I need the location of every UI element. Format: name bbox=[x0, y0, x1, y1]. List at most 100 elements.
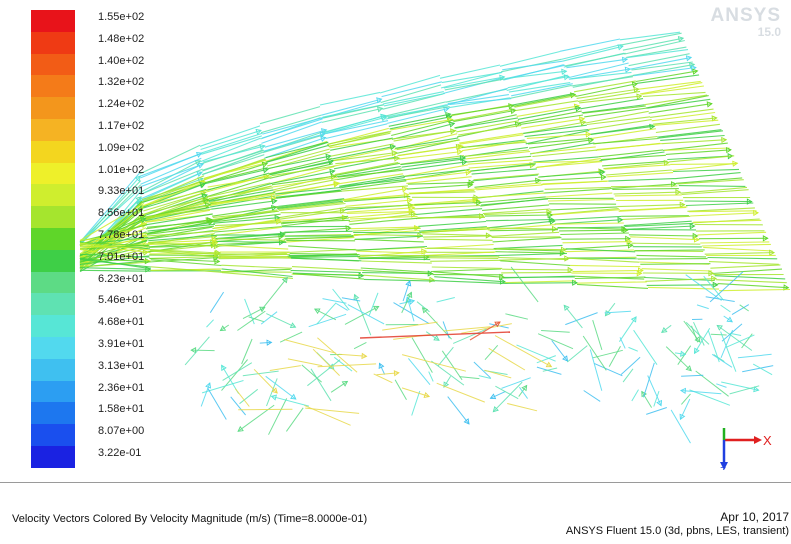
velocity-vector bbox=[679, 186, 746, 187]
velocity-vector bbox=[486, 220, 554, 221]
x-axis-label: X bbox=[763, 433, 772, 448]
velocity-vector bbox=[444, 77, 505, 88]
velocity-vector bbox=[415, 209, 482, 215]
velocity-vector bbox=[548, 200, 615, 202]
velocity-vector bbox=[614, 192, 681, 194]
velocity-vector bbox=[219, 245, 288, 249]
legend-swatch bbox=[31, 141, 75, 163]
velocity-vector bbox=[719, 290, 790, 291]
velocity-vector bbox=[288, 359, 322, 366]
velocity-vector bbox=[642, 269, 712, 271]
velocity-vector bbox=[532, 150, 597, 156]
velocity-vector bbox=[280, 332, 302, 342]
velocity-vector bbox=[493, 238, 562, 242]
legend-label: 2.36e+01 bbox=[98, 382, 144, 395]
velocity-vector-head bbox=[491, 394, 496, 398]
velocity-vector bbox=[463, 142, 527, 147]
legend-label: 6.23e+01 bbox=[98, 273, 144, 286]
velocity-vector bbox=[309, 314, 346, 326]
velocity-vector bbox=[291, 258, 361, 261]
velocity-vector bbox=[537, 367, 562, 374]
velocity-vector bbox=[609, 179, 675, 182]
velocity-vector bbox=[594, 139, 658, 144]
velocity-vector bbox=[542, 181, 608, 184]
velocity-vector bbox=[473, 175, 538, 181]
velocity-vector bbox=[261, 278, 287, 311]
legend-swatch bbox=[31, 163, 75, 185]
velocity-vector bbox=[220, 254, 290, 255]
velocity-vector bbox=[287, 249, 356, 252]
velocity-vector bbox=[540, 177, 606, 181]
velocity-vector bbox=[507, 404, 537, 411]
velocity-vector bbox=[272, 396, 309, 406]
velocity-vector bbox=[620, 207, 688, 211]
velocity-vector bbox=[609, 346, 620, 366]
legend-label: 1.40e+02 bbox=[98, 55, 144, 68]
velocity-vector bbox=[432, 267, 502, 268]
velocity-vector bbox=[594, 363, 622, 375]
velocity-vector bbox=[429, 258, 499, 259]
velocity-vector bbox=[243, 307, 265, 318]
velocity-vector bbox=[649, 104, 712, 114]
velocity-vector bbox=[418, 222, 486, 227]
velocity-vector-head bbox=[198, 163, 203, 168]
velocity-vector bbox=[647, 99, 710, 108]
legend-label: 3.22e-01 bbox=[98, 447, 141, 460]
velocity-vector bbox=[334, 357, 352, 371]
velocity-vector bbox=[541, 331, 570, 333]
velocity-vector bbox=[632, 390, 639, 401]
velocity-vector bbox=[208, 388, 227, 419]
velocity-vector bbox=[269, 398, 287, 434]
velocity-vector bbox=[502, 61, 562, 70]
legend-label: 3.13e+01 bbox=[98, 360, 144, 373]
velocity-vector bbox=[615, 195, 682, 196]
velocity-vector bbox=[611, 186, 677, 187]
velocity-vector bbox=[223, 363, 252, 381]
velocity-vector bbox=[219, 256, 289, 257]
velocity-vector bbox=[412, 391, 420, 416]
velocity-vector bbox=[721, 330, 733, 358]
velocity-vector bbox=[690, 213, 758, 216]
velocity-vector bbox=[537, 356, 556, 363]
velocity-vector bbox=[621, 216, 689, 217]
velocity-vector bbox=[289, 255, 359, 256]
velocity-vector bbox=[354, 234, 422, 235]
legend-label: 4.68e+01 bbox=[98, 316, 144, 329]
velocity-vector bbox=[437, 383, 485, 402]
velocity-vector bbox=[631, 243, 700, 244]
velocity-vector bbox=[286, 408, 303, 432]
legend-swatch bbox=[31, 206, 75, 228]
velocity-vector bbox=[440, 65, 500, 78]
velocity-vector bbox=[686, 203, 753, 206]
velocity-vector bbox=[474, 174, 540, 180]
velocity-vector bbox=[561, 239, 630, 240]
velocity-vector bbox=[292, 267, 363, 271]
legend-swatch bbox=[31, 75, 75, 97]
velocity-vector bbox=[659, 131, 723, 138]
velocity-vector bbox=[582, 105, 645, 113]
velocity-vector bbox=[345, 306, 379, 324]
velocity-vector bbox=[302, 365, 322, 382]
velocity-vector bbox=[201, 136, 262, 154]
velocity-vector bbox=[431, 269, 501, 272]
velocity-vector bbox=[443, 321, 449, 338]
velocity-vector bbox=[423, 236, 492, 237]
plot-date: Apr 10, 2017 bbox=[720, 510, 789, 524]
velocity-vector bbox=[452, 109, 514, 121]
velocity-vector bbox=[617, 205, 684, 207]
velocity-vector bbox=[361, 261, 431, 263]
legend-swatch bbox=[31, 119, 75, 141]
legend-swatch bbox=[31, 359, 75, 381]
velocity-vector bbox=[474, 362, 491, 378]
velocity-vector bbox=[539, 172, 605, 177]
legend-label: 1.58e+01 bbox=[98, 403, 144, 416]
velocity-vector bbox=[243, 371, 279, 376]
velocity-vector bbox=[623, 38, 683, 50]
velocity-vector bbox=[722, 324, 742, 341]
velocity-vector bbox=[459, 377, 479, 379]
velocity-vector bbox=[221, 265, 292, 268]
velocity-vector bbox=[500, 261, 570, 266]
velocity-vector bbox=[646, 408, 667, 415]
velocity-vector bbox=[652, 113, 716, 121]
